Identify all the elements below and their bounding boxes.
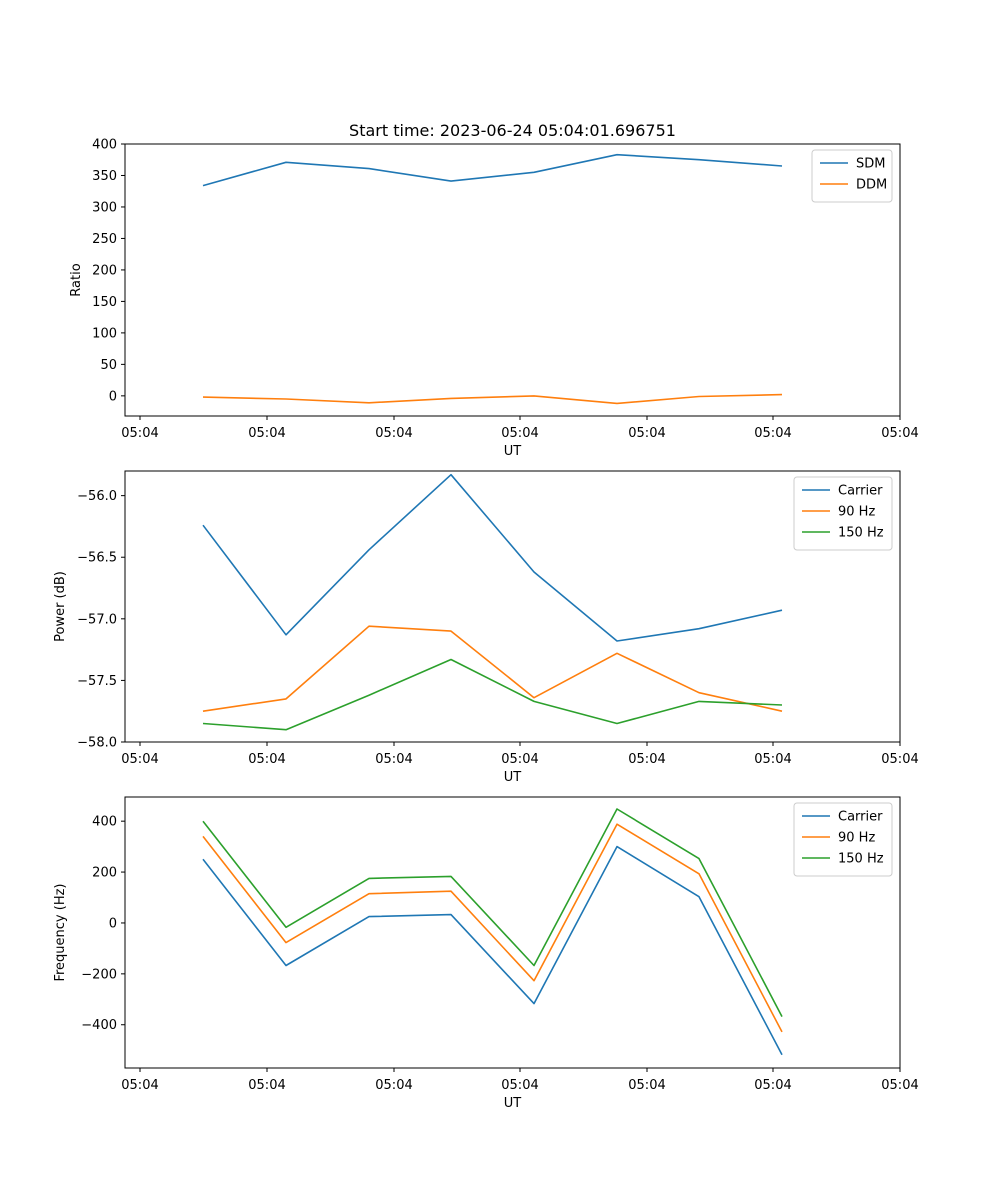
y-tick-label: −56.0: [77, 489, 117, 504]
x-axis-label: UT: [504, 770, 522, 785]
axes-frame: [124, 796, 901, 1069]
y-tick-label: −56.5: [77, 551, 117, 566]
y-tick-label: 350: [92, 169, 117, 184]
x-tick-label: 05:04: [375, 1078, 412, 1093]
legend-label: 150 Hz: [838, 526, 884, 541]
x-tick-label: 05:04: [248, 752, 285, 767]
x-tick-label: 05:04: [628, 752, 665, 767]
legend-label: SDM: [856, 157, 885, 172]
legend-label: Carrier: [838, 810, 883, 825]
y-tick-label: 300: [92, 200, 117, 215]
series-line-carrier: [202, 845, 783, 1056]
y-tick-label: 0: [109, 916, 117, 931]
axes-frame: [124, 470, 901, 743]
y-axis-label: Frequency (Hz): [53, 883, 68, 981]
legend-label: 90 Hz: [838, 505, 875, 520]
y-tick-label: 150: [92, 295, 117, 310]
y-tick-label: 200: [92, 866, 117, 881]
legend-label: Carrier: [838, 484, 883, 499]
y-tick-label: −200: [81, 967, 117, 982]
series-line-150-hz: [202, 658, 783, 731]
x-tick-label: 05:04: [121, 1078, 158, 1093]
x-tick-label: 05:04: [881, 752, 918, 767]
x-tick-label: 05:04: [881, 1078, 918, 1093]
axes-frame: [124, 143, 901, 417]
legend-label: 150 Hz: [838, 852, 884, 867]
x-tick-label: 05:04: [501, 1078, 538, 1093]
x-tick-label: 05:04: [881, 426, 918, 441]
series-line-ddm: [202, 393, 783, 405]
y-tick-label: 0: [109, 389, 117, 404]
chart-title: Start time: 2023-06-24 05:04:01.696751: [349, 121, 676, 140]
x-tick-label: 05:04: [121, 752, 158, 767]
x-tick-label: 05:04: [501, 752, 538, 767]
frequency-panel: 05:04 05:04 05:04 05:04 05:04 05:04 05:04 UT −40…: [53, 796, 919, 1111]
series-line-150-hz: [202, 808, 783, 1017]
series-line-90-hz: [202, 625, 783, 712]
legend: Carrier 90 Hz 150 Hz: [793, 476, 893, 551]
x-axis-label: UT: [504, 444, 522, 459]
legend: SDM DDM: [811, 149, 893, 203]
y-tick-label: −58.0: [77, 736, 117, 751]
y-tick-label: 50: [100, 358, 117, 373]
legend: Carrier 90 Hz 150 Hz: [793, 802, 893, 877]
x-tick-label: 05:04: [754, 1078, 791, 1093]
y-tick-label: 400: [92, 815, 117, 830]
y-tick-label: 250: [92, 232, 117, 247]
y-axis-label: Power (dB): [53, 571, 68, 642]
legend-label: 90 Hz: [838, 831, 875, 846]
y-tick-label: −400: [81, 1018, 117, 1033]
series-line-carrier: [202, 473, 783, 642]
ratio-panel: Start time: 2023-06-24 05:04:01.69675105…: [69, 121, 919, 459]
x-tick-label: 05:04: [375, 426, 412, 441]
x-tick-label: 05:04: [248, 1078, 285, 1093]
x-tick-label: 05:04: [121, 426, 158, 441]
series-line-sdm: [202, 153, 783, 187]
y-tick-label: −57.5: [77, 674, 117, 689]
series-line-90-hz: [202, 823, 783, 1033]
power-panel: 05:04 05:04 05:04 05:04 05:04 05:04 05:04 UT −58…: [53, 470, 919, 785]
x-axis-label: UT: [504, 1096, 522, 1111]
legend-label: DDM: [856, 178, 887, 193]
x-tick-label: 05:04: [375, 752, 412, 767]
x-tick-label: 05:04: [754, 426, 791, 441]
x-tick-label: 05:04: [628, 1078, 665, 1093]
y-tick-label: 400: [92, 138, 117, 153]
y-tick-label: 100: [92, 326, 117, 341]
y-axis-label: Ratio: [69, 263, 84, 296]
x-tick-label: 05:04: [501, 426, 538, 441]
y-tick-label: 200: [92, 263, 117, 278]
x-tick-label: 05:04: [248, 426, 285, 441]
x-tick-label: 05:04: [754, 752, 791, 767]
x-tick-label: 05:04: [628, 426, 665, 441]
y-tick-label: −57.0: [77, 612, 117, 627]
